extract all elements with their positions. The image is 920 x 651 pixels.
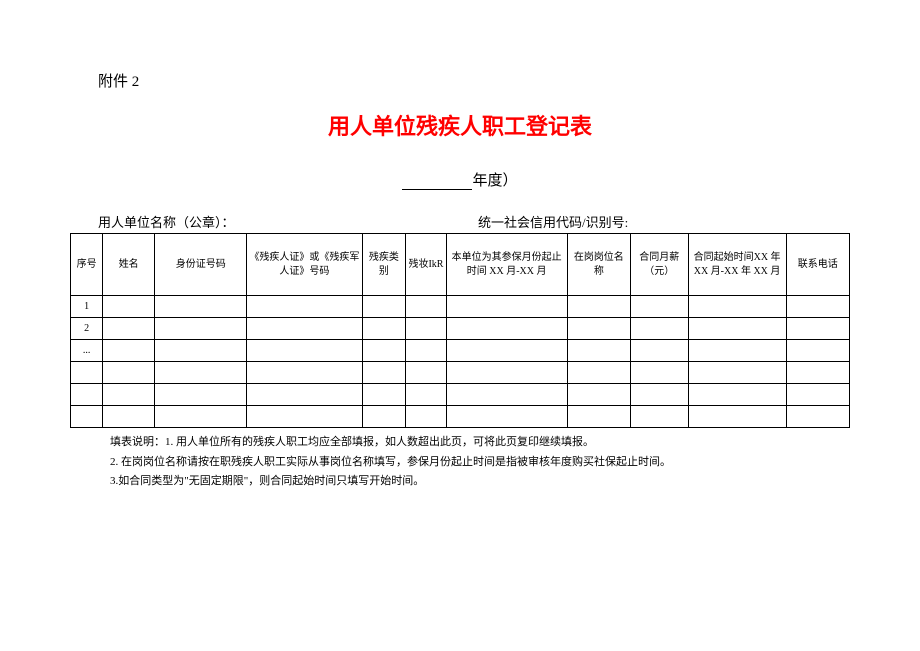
cell [786, 340, 849, 362]
col-header-dislevel: 残妆IkR [406, 234, 446, 296]
cell [446, 384, 567, 406]
col-header-insurance: 本单位为其参保月份起止时间 XX 月-XX 月 [446, 234, 567, 296]
cell [688, 340, 786, 362]
note-line-2: 2. 在岗岗位名称请按在职残疾人职工实际从事岗位名称填写，参保月份起止时间是指被… [110, 454, 850, 472]
col-header-salary: 合同月薪（元） [631, 234, 689, 296]
note-line-3: 3.如合同类型为"无固定期限"，则合同起始时间只填写开始时间。 [110, 473, 850, 491]
cell-seq: ... [71, 340, 103, 362]
col-header-id: 身份证号码 [155, 234, 247, 296]
cell [406, 362, 446, 384]
cell [103, 362, 155, 384]
col-header-position: 在岗岗位名称 [567, 234, 630, 296]
attachment-label: 附件 2 [98, 70, 850, 91]
cell [631, 384, 689, 406]
cell [688, 384, 786, 406]
year-blank [402, 189, 472, 190]
cell [631, 318, 689, 340]
year-label: 年度） [70, 169, 850, 190]
cell [688, 296, 786, 318]
cell [155, 318, 247, 340]
table-row [71, 406, 850, 428]
cell [103, 406, 155, 428]
cell [446, 362, 567, 384]
cell [446, 296, 567, 318]
cell [406, 318, 446, 340]
cell [567, 384, 630, 406]
cell [786, 362, 849, 384]
cell [406, 340, 446, 362]
notes-section: 填表说明：1. 用人单位所有的残疾人职工均应全部填报，如人数超出此页，可将此页复… [110, 434, 850, 491]
col-header-distype: 残疾类别 [362, 234, 406, 296]
org-name-label: 用人单位名称（公章）： [98, 212, 478, 231]
table-row [71, 384, 850, 406]
org-info-row: 用人单位名称（公章）： 统一社会信用代码/识别号: [98, 212, 850, 231]
cell [786, 406, 849, 428]
table-row: 1 [71, 296, 850, 318]
cell [103, 318, 155, 340]
cell [362, 296, 406, 318]
cell [155, 362, 247, 384]
cell [247, 340, 362, 362]
cell [406, 384, 446, 406]
cell [155, 406, 247, 428]
col-header-cert: 《残疾人证》或《残疾军人证》号码 [247, 234, 362, 296]
cell [362, 318, 406, 340]
cell [688, 362, 786, 384]
cell [362, 406, 406, 428]
cell [631, 296, 689, 318]
cell [631, 340, 689, 362]
cell [103, 340, 155, 362]
table-row: 2 [71, 318, 850, 340]
page-title: 用人单位残疾人职工登记表 [70, 109, 850, 141]
cell [631, 406, 689, 428]
cell [786, 296, 849, 318]
col-header-seq: 序号 [71, 234, 103, 296]
cell [247, 362, 362, 384]
cell [567, 406, 630, 428]
note-line-1: 填表说明：1. 用人单位所有的残疾人职工均应全部填报，如人数超出此页，可将此页复… [110, 434, 850, 452]
cell [567, 296, 630, 318]
cell [362, 384, 406, 406]
cell [155, 384, 247, 406]
cell-seq [71, 406, 103, 428]
col-header-phone: 联系电话 [786, 234, 849, 296]
cell-seq: 2 [71, 318, 103, 340]
credit-code-label: 统一社会信用代码/识别号: [478, 212, 850, 231]
cell [446, 318, 567, 340]
cell-seq [71, 362, 103, 384]
cell [247, 384, 362, 406]
cell [786, 384, 849, 406]
cell [446, 340, 567, 362]
cell [247, 406, 362, 428]
cell [786, 318, 849, 340]
cell [362, 340, 406, 362]
cell [155, 340, 247, 362]
cell-seq: 1 [71, 296, 103, 318]
cell [688, 406, 786, 428]
cell [406, 296, 446, 318]
cell [103, 296, 155, 318]
cell [362, 362, 406, 384]
cell [247, 296, 362, 318]
cell [247, 318, 362, 340]
cell-seq [71, 384, 103, 406]
registration-table: 序号 姓名 身份证号码 《残疾人证》或《残疾军人证》号码 残疾类别 残妆IkR … [70, 233, 850, 428]
cell [567, 318, 630, 340]
table-row [71, 362, 850, 384]
table-header-row: 序号 姓名 身份证号码 《残疾人证》或《残疾军人证》号码 残疾类别 残妆IkR … [71, 234, 850, 296]
cell [567, 362, 630, 384]
cell [103, 384, 155, 406]
cell [567, 340, 630, 362]
cell [446, 406, 567, 428]
table-row: ... [71, 340, 850, 362]
year-suffix: 年度） [472, 173, 517, 189]
cell [688, 318, 786, 340]
cell [406, 406, 446, 428]
col-header-name: 姓名 [103, 234, 155, 296]
col-header-contract: 合同起始时间XX 年 XX 月-XX 年 XX 月 [688, 234, 786, 296]
cell [631, 362, 689, 384]
cell [155, 296, 247, 318]
